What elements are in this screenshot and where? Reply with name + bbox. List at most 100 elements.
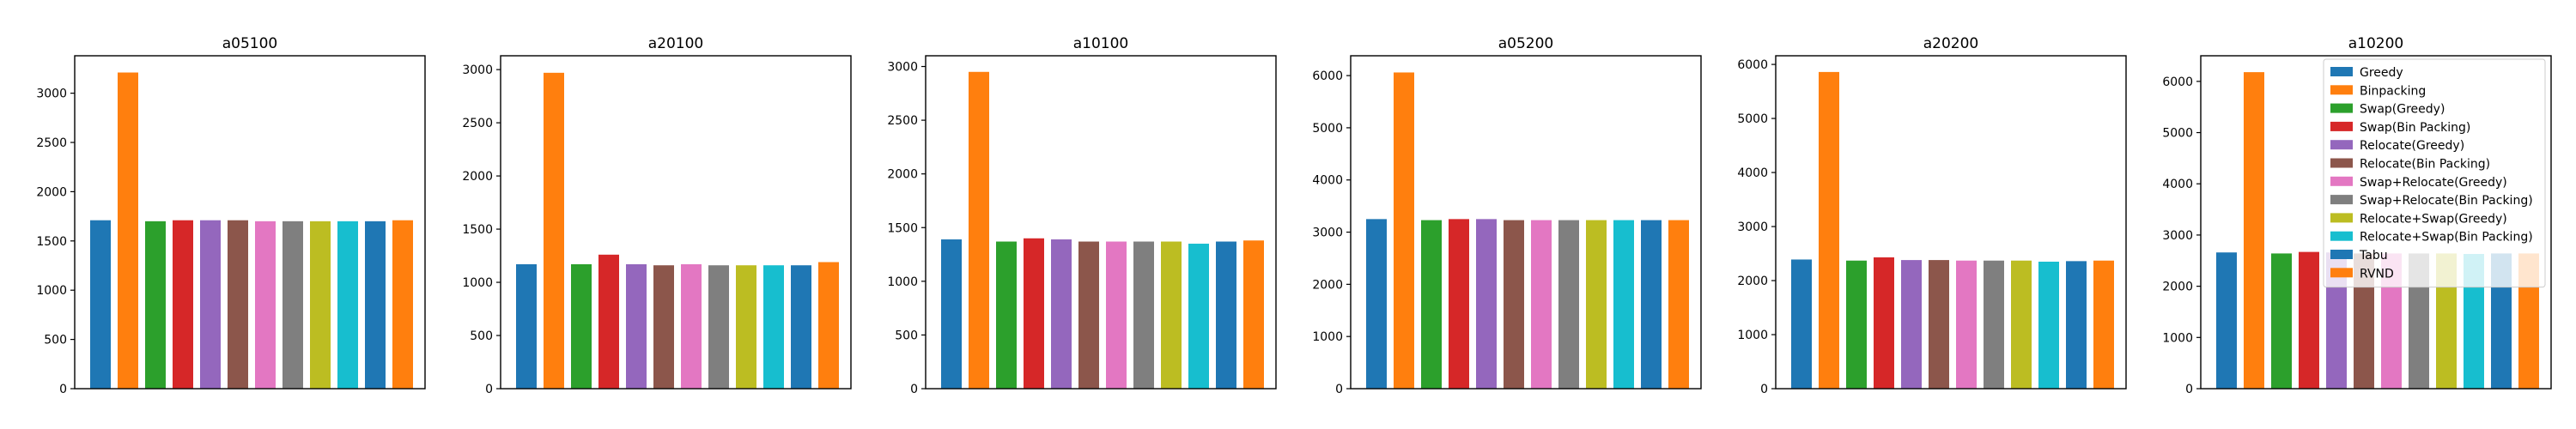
legend-entry-label: Swap+Relocate(Bin Packing): [2360, 194, 2533, 208]
bar-swap-bin-packing-: [1024, 238, 1044, 389]
subplot-title: a20100: [648, 35, 704, 52]
subplot-title: a05200: [1498, 35, 1554, 52]
bar-greedy: [1366, 219, 1387, 389]
y-tick-label: 500: [895, 329, 918, 342]
legend-frame: [2323, 58, 2546, 288]
bar-binpacking: [544, 72, 564, 389]
legend-swatch: [2330, 195, 2353, 205]
y-tick-label: 1500: [887, 221, 918, 235]
bar-swap-relocate-bin-packing-: [1558, 220, 1579, 389]
bar-relocate-swap-greedy-: [310, 221, 331, 389]
legend-entry-label: Swap(Greedy): [2360, 103, 2445, 117]
y-tick-label: 3000: [1737, 221, 1768, 234]
bar-swap-greedy-: [996, 241, 1017, 389]
bar-swap-relocate-bin-packing-: [708, 265, 729, 389]
axes-frame: [925, 55, 1277, 390]
y-tick-label: 0: [1335, 383, 1343, 396]
bar-binpacking: [969, 71, 989, 389]
legend-entry-label: Binpacking: [2360, 84, 2426, 98]
legend-swatch: [2330, 85, 2353, 95]
subplot-a10100: 0 500 1000 1500 2000 2500 3000 a10100: [887, 35, 1277, 396]
legend-swatch: [2330, 176, 2353, 186]
bar-rvnd: [392, 220, 413, 389]
legend-swatch: [2330, 67, 2353, 76]
y-tick-label: 1500: [36, 235, 67, 249]
y-tick-label: 1500: [462, 223, 493, 237]
y-tick-label: 0: [485, 383, 493, 396]
y-tick-label: 1000: [2162, 331, 2193, 345]
bar-swap-relocate-bin-packing-: [283, 221, 303, 389]
y-tick-label: 3000: [887, 61, 918, 75]
legend-swatch: [2330, 250, 2353, 259]
bar-relocate-greedy-: [1476, 219, 1497, 389]
bar-relocate-swap-bin-packing-: [2038, 261, 2059, 389]
y-tick-label: 3000: [462, 63, 493, 77]
bar-relocate-swap-bin-packing-: [763, 265, 784, 389]
bar-relocate-swap-greedy-: [1586, 220, 1607, 389]
bar-swap-relocate-greedy-: [681, 263, 702, 389]
y-tick-label: 3000: [1312, 227, 1343, 240]
bar-binpacking: [118, 72, 138, 389]
axes-frame: [500, 55, 852, 390]
y-tick-label: 1000: [36, 284, 67, 298]
subplot-a20100: 0 500 1000 1500 2000 2500 3000 a20100: [462, 35, 852, 396]
bar-swap-bin-packing-: [173, 220, 193, 389]
bar-relocate-greedy-: [200, 220, 221, 389]
legend-swatch: [2330, 103, 2353, 113]
y-tick-label: 2000: [36, 185, 67, 199]
legend-entry-label: Swap(Bin Packing): [2360, 121, 2470, 135]
bar-greedy: [2216, 252, 2237, 389]
y-tick-label: 4000: [1737, 166, 1768, 180]
bar-relocate-swap-bin-packing-: [337, 221, 358, 389]
bar-binpacking: [1394, 72, 1414, 389]
bar-relocate-bin-packing-: [653, 265, 674, 389]
bar-binpacking: [1819, 71, 1839, 389]
subplot-title: a10100: [1073, 35, 1129, 52]
legend-entry-label: Tabu: [2359, 249, 2388, 263]
bar-relocate-greedy-: [626, 263, 647, 389]
bar-relocate-swap-bin-packing-: [1613, 220, 1634, 389]
y-tick-label: 3000: [2162, 229, 2193, 243]
bar-swap-bin-packing-: [1874, 257, 1894, 389]
bar-swap-bin-packing-: [1449, 219, 1469, 389]
axes-frame: [74, 55, 426, 390]
bar-swap-greedy-: [145, 221, 166, 389]
y-tick-label: 0: [59, 383, 67, 396]
bar-relocate-bin-packing-: [228, 220, 248, 389]
bar-tabu: [2066, 261, 2087, 389]
legend-swatch: [2330, 121, 2353, 131]
y-tick-label: 1000: [1737, 329, 1768, 342]
bar-relocate-swap-greedy-: [2011, 260, 2032, 389]
bar-tabu: [791, 265, 811, 389]
y-tick-label: 2000: [2162, 281, 2193, 294]
bar-relocate-swap-greedy-: [736, 265, 756, 389]
legend-swatch: [2330, 231, 2353, 241]
bar-greedy: [1791, 259, 1812, 389]
y-tick-label: 2000: [887, 168, 918, 182]
bar-relocate-bin-packing-: [1929, 260, 1949, 389]
bar-greedy: [516, 263, 537, 389]
y-tick-label: 4000: [1312, 174, 1343, 188]
y-tick-label: 1000: [887, 275, 918, 289]
bar-rvnd: [2093, 260, 2114, 389]
y-tick-label: 1000: [462, 276, 493, 290]
bar-greedy: [90, 220, 111, 389]
y-tick-label: 1000: [1312, 330, 1343, 344]
subplot-title: a20200: [1923, 35, 1979, 52]
y-tick-label: 0: [910, 383, 918, 396]
axes-frame: [1350, 55, 1702, 390]
axes-frame: [1775, 55, 2127, 390]
y-tick-label: 500: [470, 329, 493, 343]
legend-swatch: [2330, 268, 2353, 278]
bar-swap-relocate-bin-packing-: [1133, 241, 1154, 389]
subplot-a05200: 0 1000 2000 3000 4000 5000 6000 a05200: [1312, 35, 1702, 396]
y-tick-label: 2000: [1737, 275, 1768, 288]
legend-entry-label: Relocate(Bin Packing): [2360, 158, 2490, 172]
bar-relocate-bin-packing-: [1504, 220, 1524, 389]
legend-entry-label: Greedy: [2360, 66, 2403, 80]
subplot-a05100: 0 500 1000 1500 2000 2500 3000 a05100: [36, 35, 426, 396]
y-tick-label: 2500: [462, 117, 493, 130]
y-tick-label: 0: [2185, 383, 2193, 396]
